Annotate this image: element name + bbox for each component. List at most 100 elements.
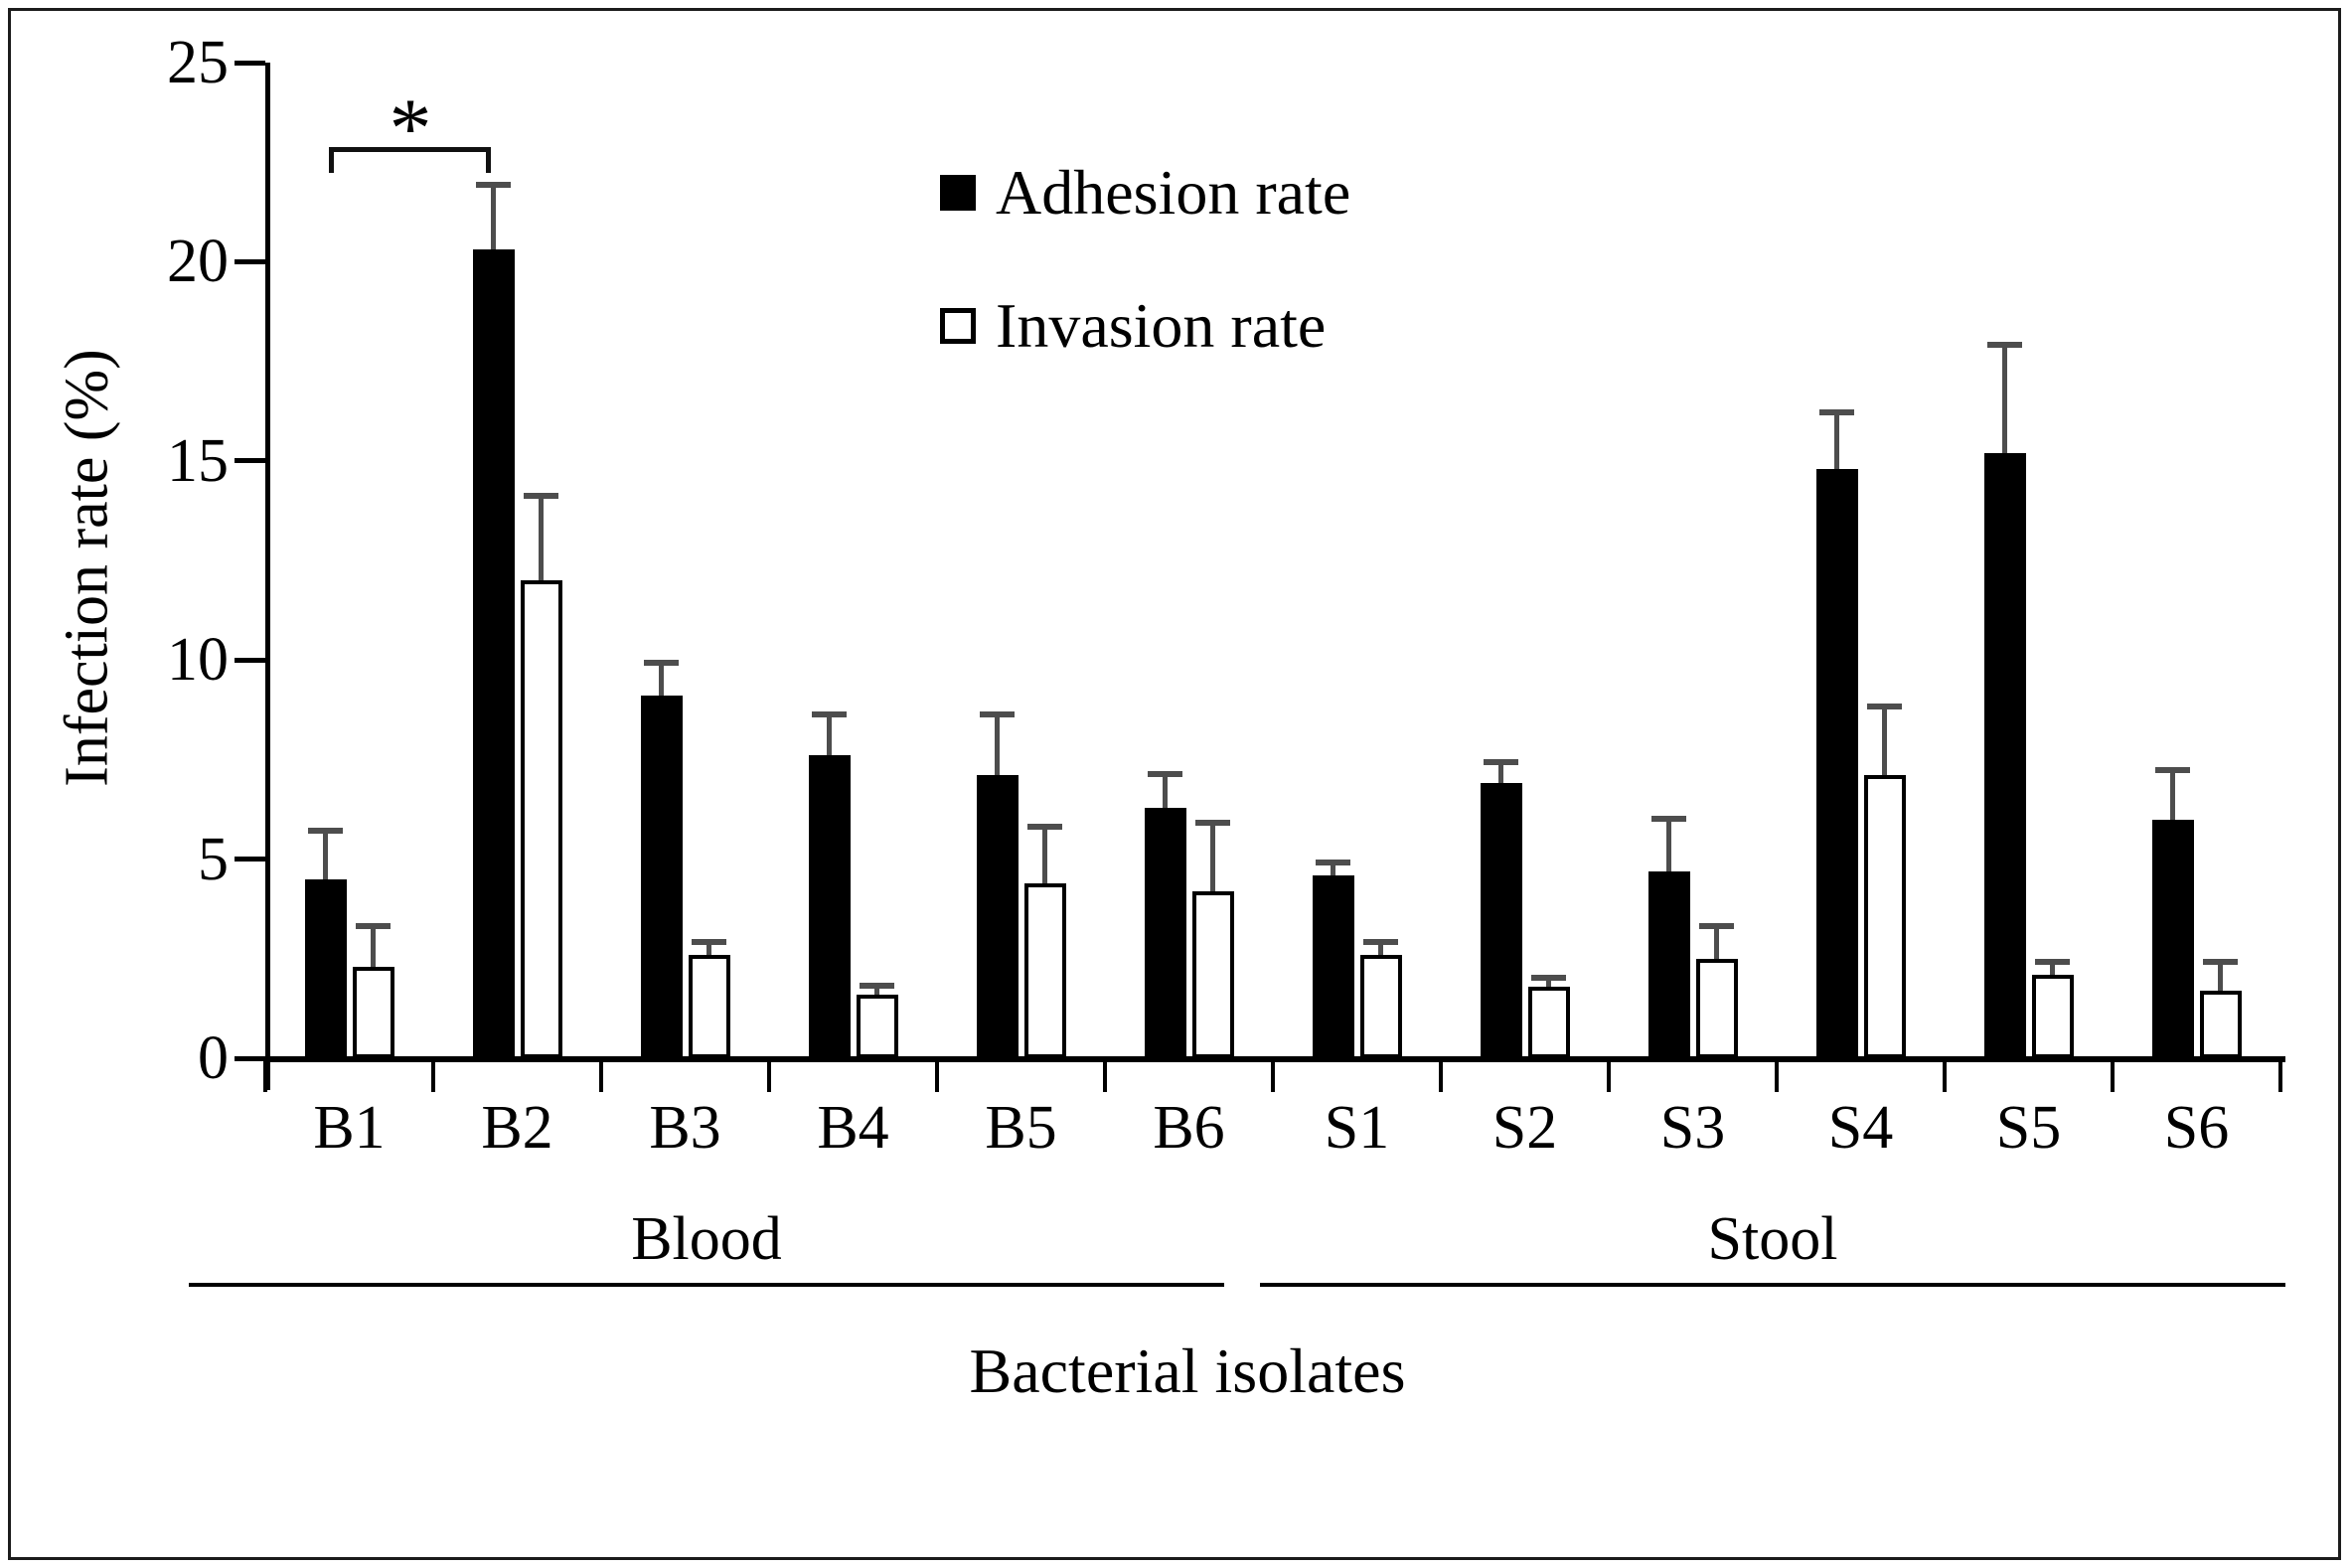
bar-adhesion-B6 [1144, 807, 1186, 1058]
y-tick-label-15: 15 [167, 426, 229, 495]
bar-invasion-S5 [2031, 974, 2074, 1058]
error-bar-adhesion-B6 [1148, 771, 1182, 808]
bar-group-B1 [265, 63, 433, 1058]
error-bar-cap [2203, 958, 2238, 965]
x-tick-0 [263, 1062, 267, 1092]
bar-invasion-B6 [1191, 890, 1234, 1058]
error-bar-invasion-S6 [2203, 958, 2238, 991]
error-bar-invasion-B4 [860, 982, 894, 995]
error-bar-cap [1819, 408, 1854, 415]
y-tick-10 [235, 657, 265, 663]
x-tick-label-B5: B5 [985, 1094, 1057, 1162]
bar-adhesion-S4 [1815, 468, 1858, 1058]
bar-adhesion-B1 [304, 878, 347, 1058]
x-tick-11 [2111, 1062, 2115, 1092]
y-tick-20 [235, 258, 265, 264]
x-axis-line [263, 1056, 2285, 1062]
y-tick-label-0: 0 [198, 1024, 229, 1092]
y-tick-label-25: 25 [167, 29, 229, 96]
error-bar-cap [1651, 815, 1686, 822]
bar-invasion-S4 [1863, 775, 1906, 1058]
error-bar-adhesion-B2 [476, 182, 511, 250]
x-tick-label-S6: S6 [2163, 1094, 2230, 1162]
bar-invasion-S2 [1527, 986, 1570, 1058]
x-tick-label-S2: S2 [1491, 1094, 1558, 1162]
invasion-swatch-icon [940, 308, 976, 344]
bar-adhesion-B3 [640, 696, 683, 1058]
error-bar-cap [476, 182, 511, 189]
error-bar-adhesion-B5 [980, 711, 1015, 776]
bar-group-B3 [601, 63, 769, 1058]
bar-adhesion-S2 [1480, 783, 1522, 1058]
x-tick-label-B3: B3 [649, 1094, 721, 1162]
x-tick-6 [1271, 1062, 1275, 1092]
error-bar-invasion-S4 [1867, 704, 1902, 776]
error-bar-invasion-S2 [1531, 974, 1566, 987]
error-bar-cap [1316, 859, 1350, 865]
error-bar-adhesion-S4 [1819, 408, 1854, 469]
error-bar-cap [356, 922, 391, 929]
bar-invasion-B4 [856, 994, 898, 1058]
bar-invasion-S6 [2199, 990, 2242, 1058]
error-bar-cap [644, 660, 679, 667]
x-tick-9 [1775, 1062, 1779, 1092]
error-bar-adhesion-S6 [2155, 767, 2190, 820]
legend-label-adhesion: Adhesion rate [996, 157, 1351, 228]
error-bar-cap [980, 711, 1015, 718]
y-tick-0 [235, 1055, 265, 1061]
bar-group-S1 [1273, 63, 1441, 1058]
bar-adhesion-S5 [1983, 452, 2026, 1058]
x-tick-label-B1: B1 [313, 1094, 386, 1162]
error-bar-cap [692, 938, 726, 945]
y-axis-line [265, 63, 270, 1090]
error-bar-invasion-B3 [692, 938, 726, 955]
error-bar-cap [1195, 819, 1230, 826]
error-bar-invasion-S1 [1363, 938, 1398, 955]
error-bar-adhesion-S1 [1316, 859, 1350, 875]
bar-invasion-B5 [1023, 882, 1066, 1058]
error-bar-adhesion-S5 [1987, 341, 2022, 453]
y-tick-label-5: 5 [198, 825, 229, 893]
error-bar-cap [308, 827, 343, 834]
y-tick-15 [235, 458, 265, 464]
bar-group-B5 [937, 63, 1105, 1058]
error-bar-cap [1531, 974, 1566, 981]
x-tick-label-B4: B4 [817, 1094, 889, 1162]
bar-group-B4 [769, 63, 937, 1058]
group-label-stool: Stool [1707, 1205, 1838, 1273]
error-bar-cap [1867, 704, 1902, 710]
error-bar-invasion-B5 [1027, 823, 1062, 883]
bar-group-B6 [1105, 63, 1273, 1058]
error-bar-invasion-S3 [1699, 922, 1734, 959]
bar-invasion-S1 [1359, 954, 1402, 1058]
bar-group-B2 [433, 63, 601, 1058]
error-bar-invasion-B2 [524, 492, 558, 581]
error-bar-cap [1699, 922, 1734, 929]
bar-group-S4 [1777, 63, 1945, 1058]
adhesion-swatch-icon [940, 175, 976, 211]
x-axis-title: Bacterial isolates [969, 1335, 1406, 1406]
error-bar-invasion-B1 [356, 922, 391, 967]
x-tick-5 [1103, 1062, 1107, 1092]
y-tick-label-10: 10 [167, 626, 229, 695]
bar-adhesion-B2 [472, 249, 515, 1058]
error-bar-cap [1363, 938, 1398, 945]
bar-group-S5 [1945, 63, 2113, 1058]
x-tick-7 [1439, 1062, 1443, 1092]
bar-adhesion-B5 [976, 775, 1019, 1058]
error-bar-cap [1148, 771, 1182, 778]
x-tick-1 [431, 1062, 435, 1092]
bar-invasion-B1 [352, 966, 394, 1058]
error-bar-adhesion-S3 [1651, 815, 1686, 871]
group-label-blood: Blood [631, 1205, 782, 1273]
error-bar-cap [1027, 823, 1062, 830]
y-tick-25 [235, 60, 265, 66]
error-bar-invasion-S5 [2035, 958, 2070, 975]
x-tick-label-B2: B2 [481, 1094, 553, 1162]
error-bar-cap [1484, 759, 1518, 766]
significance-bracket [329, 147, 491, 176]
error-bar-cap [812, 711, 847, 718]
x-tick-10 [1943, 1062, 1947, 1092]
plot-area [265, 63, 2280, 1058]
